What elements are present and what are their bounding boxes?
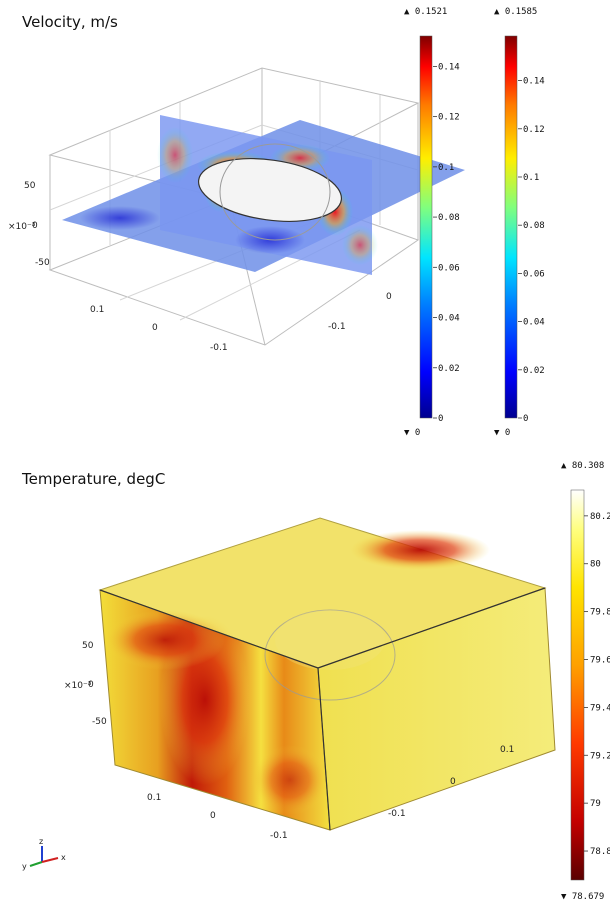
temperature-z-tick: 0: [88, 680, 94, 690]
temperature-x-tick: -0.1: [388, 809, 406, 819]
velocity-y-tick: 0.1: [90, 305, 104, 315]
velocity-z-tick: 0: [32, 221, 38, 231]
velocity-colorbar-2-tick-label: 0: [523, 414, 528, 424]
triad-z-label: z: [39, 837, 43, 846]
velocity-colorbar-2-tick-label: 0.1: [523, 173, 539, 183]
temperature-colorbar-tick-label: 79.8: [590, 608, 610, 618]
velocity-colorbar-1-tick-label: 0.04: [438, 314, 460, 324]
velocity-3d-view: [48, 67, 465, 346]
velocity-colorbar-2-gradient: [504, 35, 518, 419]
velocity-colorbar-1-min: ▼ 0: [404, 428, 420, 438]
velocity-y-tick: -0.1: [210, 343, 228, 353]
velocity-x-tick: 0: [386, 292, 392, 302]
temperature-axis-ticks: 50 0 ×10⁻³ -50 0.1 0 -0.1 0.1 0 -0.1: [64, 641, 514, 841]
velocity-axis-ticks: 50 0 ×10⁻³ -50 0.1 0 -0.1 0 -0.1: [8, 181, 392, 353]
velocity-z-multiplier: ×10⁻³: [8, 222, 36, 232]
triad-x-axis: [41, 857, 59, 863]
velocity-sphere-cutout: [197, 158, 343, 222]
temperature-3d-view: [98, 517, 556, 831]
velocity-colorbar-2-tick-label: 0.02: [523, 366, 545, 376]
velocity-z-tick: 50: [24, 181, 36, 191]
velocity-colorbar-1-gradient: [419, 35, 433, 419]
velocity-colorbar-2-tick-label: 0.08: [523, 221, 545, 231]
temperature-colorbar-min: ▼ 78.679: [561, 892, 604, 902]
temperature-z-tick: 50: [82, 641, 94, 651]
temperature-y-tick: -0.1: [270, 831, 288, 841]
velocity-x-tick: -0.1: [328, 322, 346, 332]
temperature-y-tick: 0: [210, 811, 216, 821]
triad-y-axis: [29, 861, 43, 867]
temperature-z-multiplier: ×10⁻³: [64, 681, 92, 691]
temperature-plot-title: Temperature, degC: [21, 470, 165, 488]
velocity-colorbar-2: ▲ 0.1585 0.14 0.12 0.1 0.08 0.06 0.04 0.02 0 ▼ …: [494, 7, 545, 438]
temperature-colorbar-tick-label: 79: [590, 799, 601, 809]
triad-y-label: y: [22, 862, 27, 871]
velocity-plot-title: Velocity, m/s: [22, 13, 118, 31]
temperature-sphere-outline: [264, 609, 396, 701]
velocity-colorbar-2-tick-label: 0.12: [523, 125, 545, 135]
temperature-x-tick: 0.1: [500, 745, 514, 755]
temperature-colorbar-tick-label: 79.6: [590, 656, 610, 666]
temperature-colorbar-tick-label: 79.4: [590, 703, 610, 713]
temperature-colorbar-max: ▲ 80.308: [561, 461, 604, 471]
temperature-x-tick: 0: [450, 777, 456, 787]
velocity-y-tick: 0: [152, 323, 158, 333]
velocity-colorbar-1-tick-label: 0: [438, 414, 443, 424]
velocity-colorbar-1: ▲ 0.1521 0.14 0.12 0.1 0.08 0.06 0.04 0.02 0 ▼ …: [404, 7, 460, 438]
axis-triad: z y x: [22, 837, 66, 871]
velocity-colorbar-2-tick-label: 0.06: [523, 269, 545, 279]
velocity-colorbar-1-tick-label: 0.02: [438, 364, 460, 374]
velocity-z-tick: -50: [35, 258, 50, 268]
temperature-colorbar-tick-label: 80: [590, 560, 601, 570]
velocity-colorbar-2-tick-label: 0.14: [523, 77, 545, 87]
velocity-colorbar-1-tick-label: 0.06: [438, 263, 460, 273]
velocity-colorbar-1-tick-label: 0.14: [438, 62, 460, 72]
temperature-colorbar-gradient: [570, 489, 585, 881]
velocity-colorbar-2-max: ▲ 0.1585: [494, 7, 537, 17]
velocity-colorbar-1-tick-label: 0.1: [438, 163, 454, 173]
temperature-z-tick: -50: [92, 717, 107, 727]
triad-x-label: x: [61, 853, 66, 862]
temperature-y-tick: 0.1: [147, 793, 161, 803]
temperature-colorbar-tick-label: 80.2: [590, 512, 610, 522]
velocity-colorbar-1-tick-label: 0.08: [438, 213, 460, 223]
temperature-colorbar-tick-label: 79.2: [590, 751, 610, 761]
velocity-colorbar-2-min: ▼ 0: [494, 428, 510, 438]
velocity-colorbar-2-tick-label: 0.04: [523, 318, 545, 328]
velocity-colorbar-1-max: ▲ 0.1521: [404, 7, 447, 17]
velocity-colorbar-1-tick-label: 0.12: [438, 113, 460, 123]
temperature-colorbar-tick-label: 78.8: [590, 847, 610, 857]
temperature-colorbar: ▲ 80.308 80.2 80 79.8 79.6 79.4 79.2 79 78.8 ▼ …: [561, 461, 610, 902]
